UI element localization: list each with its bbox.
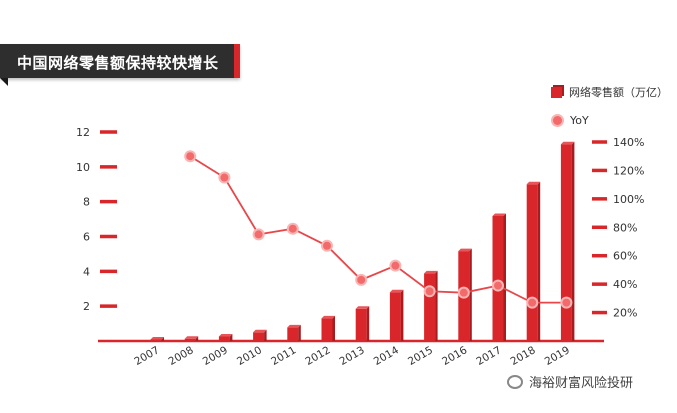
x-tick-label: 2019 [543,344,572,368]
bar-top [458,248,472,252]
banner-fold [0,78,8,86]
yoy-marker [323,241,331,250]
yoy-marker [220,173,229,182]
legend-line-label: YoY [570,114,589,127]
x-tick-label: 2007 [132,344,161,368]
left-tick-label: 10 [76,161,90,174]
left-tick-label: 8 [83,196,90,209]
yoy-marker [425,287,434,296]
yoy-marker [357,275,366,284]
yoy-marker [494,281,502,290]
right-tick-label: 140% [613,136,644,149]
bar-side [469,248,472,341]
right-tick-label: 80% [613,221,637,234]
bar-top [253,329,267,333]
bar-top [184,336,199,339]
left-tick-label: 12 [76,126,90,139]
left-tick-label: 6 [83,231,90,244]
bar-side [503,213,506,341]
bar-top [560,141,575,145]
left-tick-label: 2 [83,300,90,313]
bar-side [264,329,267,341]
x-tick-label: 2018 [509,344,538,368]
bar-top [321,315,335,319]
right-tick-label: 40% [613,278,637,291]
legend-bar-swatch [551,86,562,98]
bar-top [355,306,370,309]
bar-top [389,289,404,293]
bar-side [435,270,438,341]
x-tick-label: 2015 [406,344,435,368]
chart-title: 中国网络零售额保持较快增长 [17,54,219,72]
bar-side [229,333,233,341]
yoy-marker [288,224,297,233]
bar-side [366,306,370,341]
bar [218,336,230,341]
legend-bar-entry: 网络零售额（万亿） [551,84,668,100]
title-accent [234,44,240,78]
watermark: 海裕财富风险投研 [507,372,633,391]
bar [424,273,436,341]
bar [560,144,572,341]
wechat-icon [507,374,523,389]
x-tick-label: 2017 [474,344,503,368]
yoy-marker [186,152,195,161]
x-tick-label: 2008 [167,344,196,368]
x-tick-label: 2009 [201,344,230,368]
bar-top [150,337,164,340]
right-tick-label: 100% [613,193,644,206]
left-tick-label: 4 [83,265,90,278]
yoy-marker [391,261,400,270]
x-tick-label: 2014 [372,344,401,368]
yoy-marker [562,298,571,307]
bar [150,339,162,341]
bar-top [424,270,438,274]
right-tick-label: 120% [613,164,644,177]
bar-side [195,336,199,341]
bar-side [161,337,164,341]
bar-side [537,181,541,341]
bar [321,318,333,341]
bar [355,308,367,341]
bar-side [332,315,335,341]
bar-side [571,141,575,341]
x-tick-label: 2011 [269,344,298,368]
watermark-text: 海裕财富风险投研 [529,376,634,391]
legend-line-entry: YoY [551,114,589,127]
legend-bar-label: 网络零售额（万亿） [569,86,668,99]
title-banner: 中国网络零售额保持较快增长 [0,44,240,78]
bar [492,215,504,341]
x-tick-label: 2016 [440,344,469,368]
bar-top [218,333,233,337]
bar-top [287,324,301,328]
bar [389,292,401,341]
bar-side [400,289,404,341]
x-tick-label: 2010 [235,344,264,368]
bar [287,327,299,341]
yoy-marker [528,298,537,307]
legend-line-marker [551,114,564,127]
bar [184,338,196,341]
bar [253,332,265,341]
yoy-marker [254,230,263,239]
x-tick-label: 2012 [303,344,332,368]
right-tick-label: 60% [613,250,637,263]
yoy-line [189,155,567,304]
bar-side [298,324,301,341]
yoy-marker [459,288,468,297]
bar-top [526,181,541,185]
x-tick-label: 2013 [338,344,367,368]
bar [526,184,538,341]
bar-top [492,213,506,216]
right-tick-label: 20% [613,307,637,320]
